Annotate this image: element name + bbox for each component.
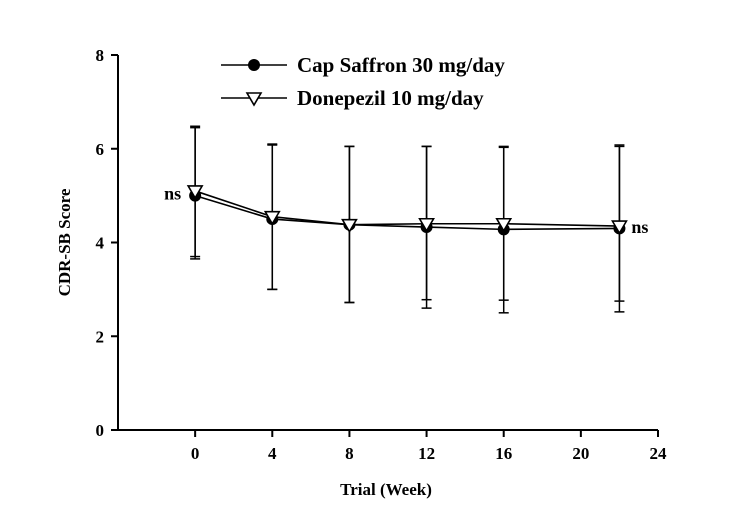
y-tick-label: 4	[96, 234, 105, 253]
error-bars	[190, 125, 625, 314]
legend-label: Donepezil 10 mg/day	[297, 86, 484, 110]
series-line	[194, 190, 620, 227]
series-lines	[194, 190, 620, 231]
y-tick-label: 0	[96, 421, 105, 440]
legend-label: Cap Saffron 30 mg/day	[297, 53, 505, 77]
x-tick-label: 0	[191, 444, 200, 463]
x-tick-label: 20	[572, 444, 589, 463]
legend: Cap Saffron 30 mg/day Donepezil 10 mg/day	[221, 53, 505, 110]
x-axis-label: Trial (Week)	[340, 480, 432, 499]
legend-marker	[245, 92, 263, 107]
legend-item: Cap Saffron 30 mg/day	[221, 53, 505, 77]
annotations: ns ns	[164, 183, 648, 237]
y-axis-label: CDR-SB Score	[55, 188, 74, 296]
data-point-donepezil	[186, 185, 204, 200]
x-tick-label: 24	[650, 444, 668, 463]
data-point-donepezil	[263, 210, 281, 226]
data-point-donepezil	[341, 218, 358, 234]
x-tick-label: 16	[495, 444, 512, 463]
data-point-donepezil	[418, 217, 435, 233]
x-tick-label: 8	[345, 444, 354, 463]
series-line	[194, 194, 620, 231]
data-point-donepezil	[611, 220, 628, 235]
legend-marker	[248, 59, 260, 71]
y-tick-label: 8	[96, 46, 105, 65]
legend-item: Donepezil 10 mg/day	[221, 86, 484, 110]
x-tick-label: 12	[418, 444, 435, 463]
x-tick-label: 4	[268, 444, 277, 463]
y-tick-label: 6	[96, 140, 105, 159]
y-tick-label: 2	[96, 327, 105, 346]
series-markers	[186, 185, 628, 236]
data-point-donepezil	[495, 217, 513, 233]
ns-annotation: ns	[164, 183, 181, 203]
ns-annotation: ns	[631, 217, 648, 237]
